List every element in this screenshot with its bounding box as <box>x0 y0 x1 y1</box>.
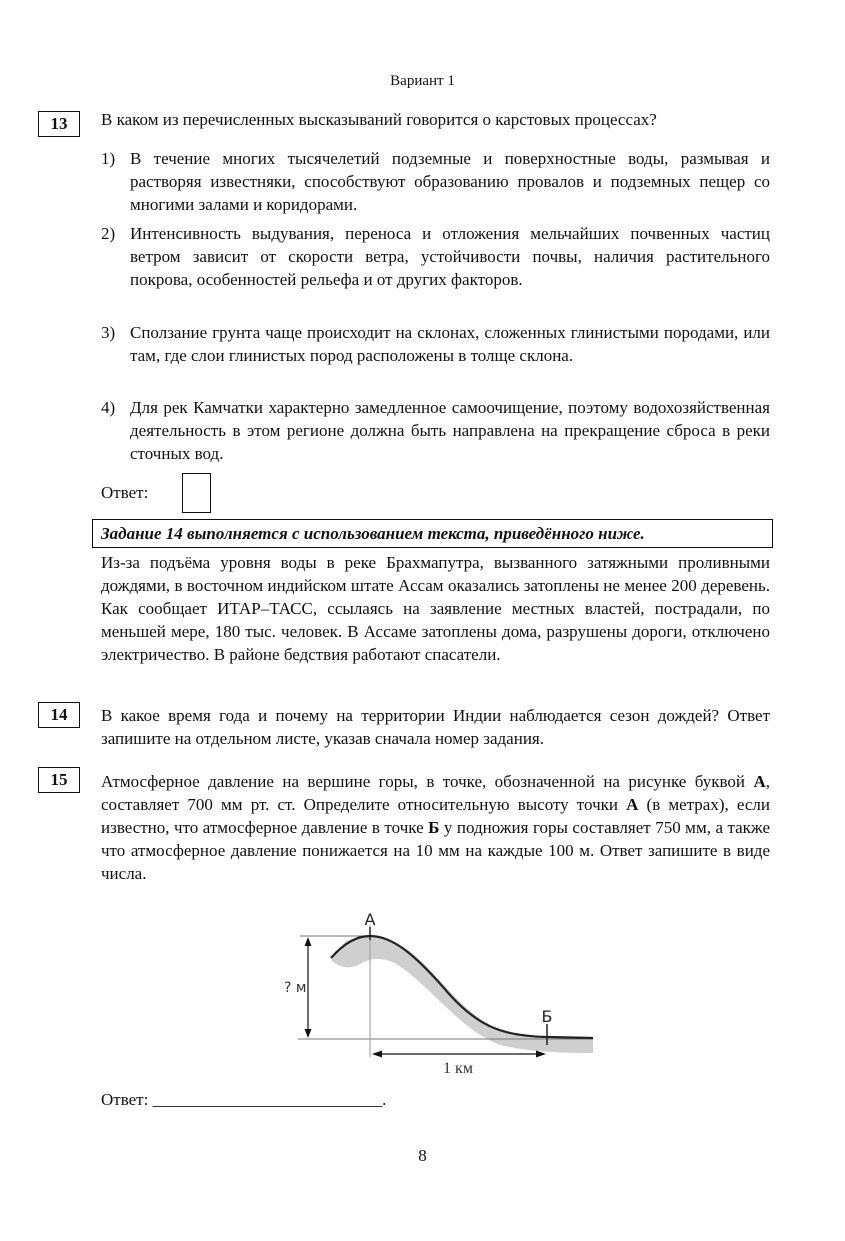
question-number-15: 15 <box>38 767 80 793</box>
answer-line-15[interactable]: ___________________________. <box>152 1090 387 1109</box>
option-text: Для рек Камчатки характерно замедленное … <box>130 398 770 463</box>
option-text: Сползание грунта чаще происходит на скло… <box>130 323 770 365</box>
page-number: 8 <box>418 1146 427 1165</box>
option-3: 3) Сползание грунта чаще происходит на ск… <box>101 321 770 367</box>
answer-label-15: Ответ: <box>101 1090 149 1109</box>
text: (в метрах), если известно, что атмосферн… <box>101 795 770 837</box>
arrowhead-left <box>372 1050 382 1058</box>
arrowhead-right <box>536 1050 546 1058</box>
question-number-13: 13 <box>38 111 80 137</box>
question-14-text: В какое время года и почему на территори… <box>101 706 770 748</box>
text-block-title: Задание 14 выполняется с использованием … <box>92 519 773 548</box>
page-header: Вариант 1 <box>390 73 455 89</box>
option-number: 1) <box>101 149 116 168</box>
label-b: Б <box>542 1007 553 1026</box>
option-text: В течение многих тысячелетий подземные и… <box>130 149 770 214</box>
option-2: 2) Интенсивность выдувания, переноса и от… <box>101 222 770 291</box>
height-label: ? м <box>284 980 306 996</box>
option-number: 4) <box>101 398 116 417</box>
point-a-ref: А <box>753 772 766 791</box>
text-block: Из-за подъёма уровня воды в реке Брахмап… <box>101 553 770 664</box>
answer-15: Ответ: ___________________________. <box>101 1090 386 1110</box>
distance-label: 1 км <box>443 1060 473 1077</box>
mountain-profile <box>330 934 594 1040</box>
question-15-text: Атмосферное давление на вершине горы, в … <box>101 770 770 885</box>
text: Атмосферное давление на вершине горы, в … <box>101 772 754 791</box>
arrowhead-up <box>304 937 312 946</box>
label-a: А <box>365 910 376 929</box>
text: , составляет 700 мм рт. ст. Определите о… <box>101 772 770 814</box>
question-number-14: 14 <box>38 702 80 728</box>
option-number: 3) <box>101 323 116 342</box>
arrowhead-down <box>304 1029 312 1038</box>
option-4: 4) Для рек Камчатки характерно замедленно… <box>101 396 770 465</box>
text: у подножия горы составляет 750 мм, а так… <box>101 818 770 883</box>
point-a-ref: А <box>626 795 639 814</box>
ground-shading <box>331 936 593 1053</box>
option-1: 1) В течение многих тысячелетий подземные… <box>101 147 770 216</box>
question-13-text: В каком из перечисленных высказываний го… <box>101 110 657 129</box>
answer-label-13: Ответ: <box>101 483 149 502</box>
point-b-ref: Б <box>428 818 440 837</box>
option-text: Интенсивность выдувания, переноса и отло… <box>130 224 770 289</box>
answer-box-13[interactable] <box>182 473 211 513</box>
option-number: 2) <box>101 224 116 243</box>
